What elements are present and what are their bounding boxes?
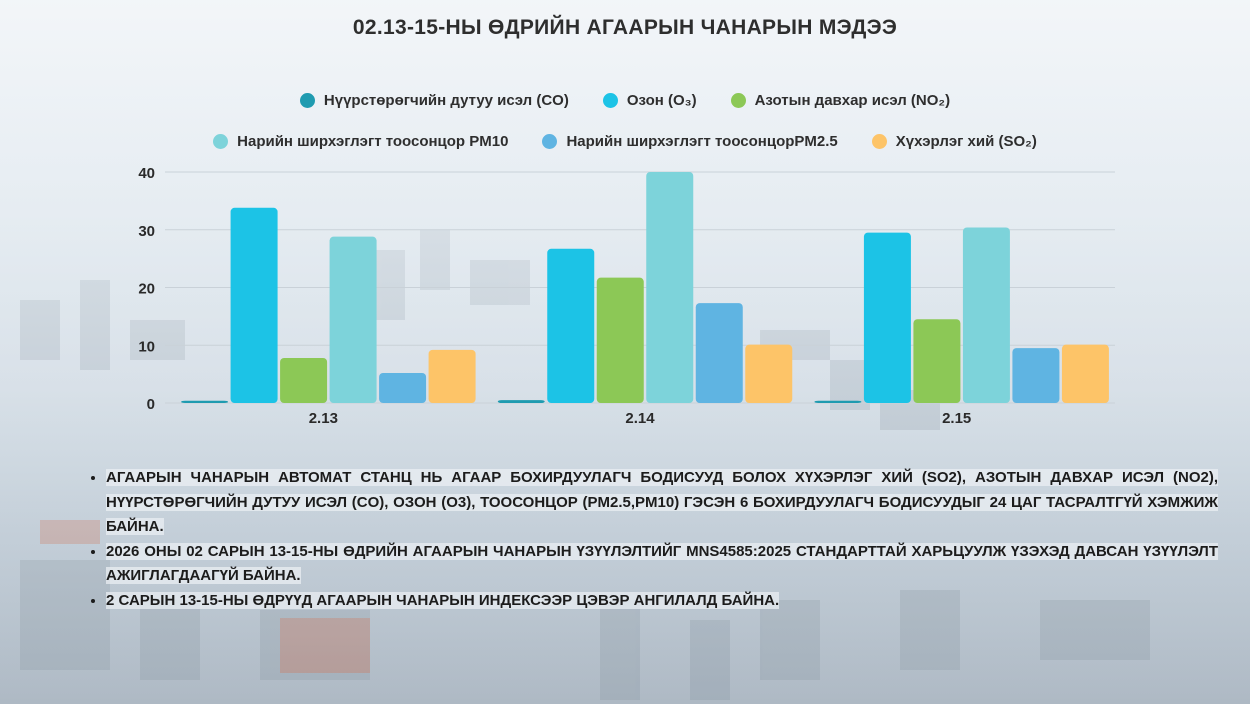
legend-label-no2: Азотын давхар исэл (NO₂) — [754, 92, 951, 109]
bullet-item: 2026 ОНЫ 02 САРЫН 13-15-НЫ ӨДРИЙН АГААРЫ… — [106, 540, 1218, 589]
legend-item-o3: Озон (O₃) — [602, 92, 697, 109]
chart-legend-row-1: Нүүрстөрөгчийн дутуу исэл (CO) Озон (O₃)… — [0, 92, 1250, 109]
info-bullets: АГААРЫН ЧАНАРЫН АВТОМАТ СТАНЦ НЬ АГААР Б… — [88, 466, 1218, 613]
bar-no2-2-14 — [596, 277, 644, 403]
legend-label-o3: Озон (O₃) — [626, 92, 697, 109]
bar-no2-2-13 — [280, 357, 328, 403]
bar-o3-2-15 — [863, 232, 911, 403]
bar-pm25-2-13 — [379, 372, 427, 403]
legend-item-no2: Азотын давхар исэл (NO₂) — [730, 92, 951, 109]
bullet-text-3: 2 САРЫН 13-15-НЫ ӨДРҮҮД АГААРЫН ЧАНАРЫН … — [106, 591, 780, 609]
legend-swatch-o3 — [602, 93, 618, 108]
chart-legend-row-2: Нарийн ширхэглэгт тоосонцор PM10 Нарийн … — [0, 133, 1250, 150]
bullet-item: 2 САРЫН 13-15-НЫ ӨДРҮҮД АГААРЫН ЧАНАРЫН … — [106, 589, 1218, 614]
bar-pm25-2-14 — [695, 303, 743, 403]
bar-o3-2-13 — [230, 207, 278, 403]
bar-so2-2-15 — [1061, 344, 1109, 403]
legend-item-pm25: Нарийн ширхэглэгт тоосонцорPM2.5 — [542, 133, 838, 150]
y-tick-label: 0 — [147, 396, 155, 413]
legend-label-co: Нүүрстөрөгчийн дутуу исэл (CO) — [323, 92, 569, 109]
legend-swatch-co — [299, 93, 315, 108]
bar-pm25-2-15 — [1012, 348, 1060, 403]
bar-pm10-2-15 — [962, 227, 1010, 403]
bar-so2-2-13 — [428, 349, 476, 403]
bar-co-2-13 — [181, 400, 229, 403]
x-tick-label: 2.13 — [309, 410, 338, 427]
bar-o3-2-14 — [547, 248, 595, 403]
legend-swatch-pm25 — [542, 134, 558, 149]
legend-label-pm25: Нарийн ширхэглэгт тоосонцорPM2.5 — [566, 133, 838, 150]
x-tick-label: 2.14 — [625, 410, 655, 427]
bar-pm10-2-14 — [646, 172, 694, 403]
legend-swatch-so2 — [871, 134, 887, 149]
y-tick-label: 10 — [138, 338, 155, 355]
bar-pm10-2-13 — [329, 236, 377, 403]
legend-item-so2: Хүхэрлэг хий (SO₂) — [871, 133, 1037, 150]
bullet-text-2: 2026 ОНЫ 02 САРЫН 13-15-НЫ ӨДРИЙН АГААРЫ… — [106, 542, 1218, 584]
legend-item-pm10: Нарийн ширхэглэгт тоосонцор PM10 — [213, 133, 508, 150]
legend-swatch-no2 — [730, 93, 746, 108]
y-tick-label: 20 — [138, 281, 155, 298]
x-tick-label: 2.15 — [942, 410, 971, 427]
y-tick-label: 30 — [138, 223, 155, 240]
legend-item-co: Нүүрстөрөгчийн дутуу исэл (CO) — [299, 92, 569, 109]
bullet-text-1: АГААРЫН ЧАНАРЫН АВТОМАТ СТАНЦ НЬ АГААР Б… — [106, 469, 1218, 535]
bar-no2-2-15 — [913, 319, 961, 403]
legend-label-so2: Хүхэрлэг хий (SO₂) — [895, 133, 1037, 150]
bar-co-2-14 — [497, 400, 545, 403]
bar-so2-2-14 — [745, 344, 793, 403]
bullet-item: АГААРЫН ЧАНАРЫН АВТОМАТ СТАНЦ НЬ АГААР Б… — [106, 466, 1218, 540]
bar-co-2-15 — [814, 400, 862, 403]
legend-label-pm10: Нарийн ширхэглэгт тоосонцор PM10 — [237, 133, 509, 150]
y-tick-label: 40 — [138, 165, 155, 182]
page-title: 02.13-15-НЫ ӨДРИЙН АГААРЫН ЧАНАРЫН МЭДЭЭ — [352, 16, 898, 39]
legend-swatch-pm10 — [213, 134, 229, 149]
